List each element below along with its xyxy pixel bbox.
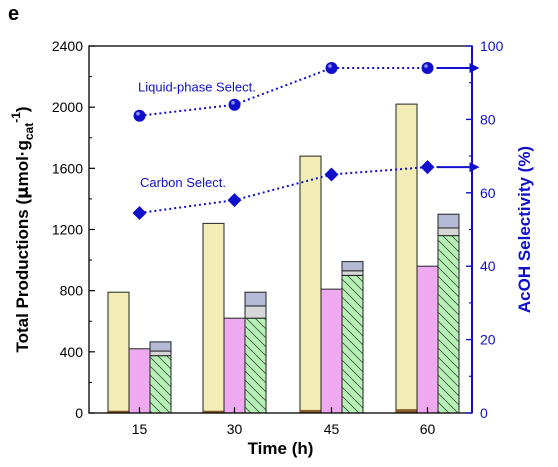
right-tick-label: 100	[480, 38, 504, 54]
x-tick-label: 30	[227, 421, 243, 437]
left-axis-title-mu: μ	[13, 186, 33, 199]
series-point-highlight	[136, 111, 140, 116]
x-tick-label: 60	[420, 421, 436, 437]
annotation-carbon-select: Carbon Select.	[140, 175, 226, 190]
bar-3-main	[437, 235, 460, 414]
bar-2	[128, 348, 151, 414]
series-point-highlight	[231, 100, 235, 105]
left-axis-title-main: Total Productions (	[13, 199, 32, 353]
series-point-circle	[133, 109, 146, 122]
left-tick-label: 2400	[52, 38, 83, 54]
bar-2	[416, 265, 439, 414]
left-axis-title-mol: mol·g	[13, 140, 32, 186]
right-tick-label: 80	[480, 111, 496, 127]
annotation-liquid-phase-select: Liquid-phase Select.	[138, 80, 256, 95]
bar-2	[223, 317, 246, 414]
panel-label: e	[8, 3, 19, 25]
x-tick-label: 15	[132, 421, 148, 437]
left-axis-title-exp: -1	[9, 112, 23, 123]
x-tick-label: 45	[324, 421, 340, 437]
right-axis-title: AcOH Selectivity (%)	[515, 146, 534, 313]
left-tick-label: 1600	[52, 160, 83, 176]
bars-layer	[107, 103, 460, 414]
series-point-highlight	[424, 64, 428, 68]
left-axis-ticks: 0 400 800 1200 1600 2000 2400	[52, 38, 95, 421]
series-line	[139, 166, 428, 214]
left-tick-label: 0	[75, 405, 83, 421]
lines-layer	[132, 62, 480, 220]
series-point-circle	[421, 62, 434, 75]
left-axis-title-cat: cat	[22, 123, 36, 140]
bar-1	[299, 155, 322, 414]
series-point-diamond	[420, 160, 435, 175]
series-point-diamond	[227, 193, 242, 208]
bar-1-base	[203, 410, 224, 413]
bar-1-base	[108, 410, 129, 413]
left-tick-label: 800	[60, 283, 84, 299]
x-axis-title: Time (h)	[248, 439, 314, 458]
series-point-circle	[325, 62, 338, 75]
series-point-diamond	[132, 205, 147, 220]
bar-1	[202, 222, 225, 414]
bar-3-cap-upper	[244, 291, 267, 307]
bar-3-cap-upper	[341, 261, 364, 272]
bar-3-main	[341, 274, 364, 414]
bar-1	[395, 103, 418, 414]
right-axis-ticks: 0 20 40 60 80 100	[466, 38, 504, 421]
left-tick-label: 1200	[52, 222, 83, 238]
series-point-circle	[228, 98, 241, 111]
x-axis-ticks: 15 30 45 60	[132, 407, 436, 437]
bar-1-base	[300, 409, 321, 413]
left-tick-label: 2000	[52, 99, 83, 115]
series-point-highlight	[328, 64, 332, 68]
bar-1-base	[396, 409, 417, 413]
left-axis-title: Total Productions (μmol·gcat-1)	[9, 106, 36, 352]
bar-3-cap-lower	[244, 305, 267, 319]
bar-3-cap-upper	[437, 213, 460, 229]
right-tick-label: 0	[480, 405, 488, 421]
bar-3-main	[244, 317, 267, 414]
bar-3-cap-lower	[341, 270, 364, 276]
right-tick-label: 60	[480, 185, 496, 201]
series-point-diamond	[324, 167, 339, 182]
bar-2	[320, 288, 343, 414]
bar-3-main	[149, 355, 172, 414]
bar-3-cap-lower	[437, 227, 460, 237]
bar-3-cap-upper	[149, 341, 172, 352]
left-axis-title-close: )	[13, 106, 32, 112]
left-tick-label: 400	[60, 344, 84, 360]
bar-1	[107, 291, 130, 414]
right-tick-label: 20	[480, 332, 496, 348]
right-tick-label: 40	[480, 258, 496, 274]
bar-3-cap-lower	[149, 350, 172, 357]
